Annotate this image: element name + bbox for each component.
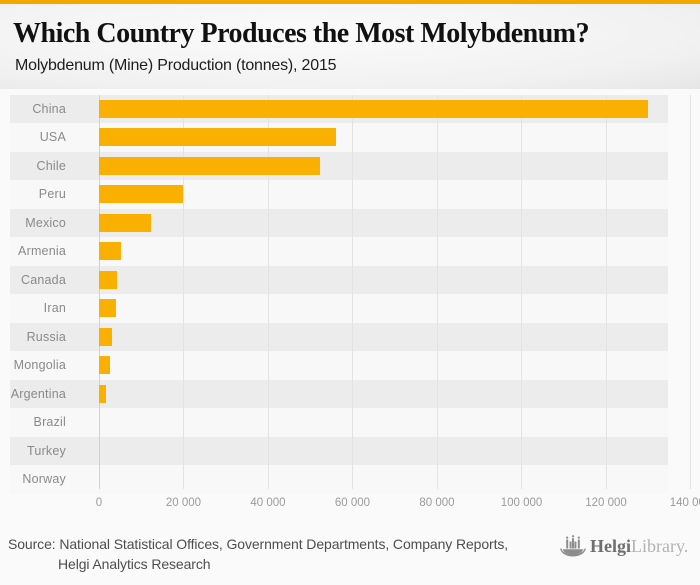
bar-russia [99,327,113,346]
bar-chart-area: China USA Chile Peru Mexico Armenia Canada Iran… [0,89,700,519]
category-label: Mexico [25,215,66,230]
bar-peru [99,185,184,204]
x-tick-label: 80 000 [419,497,455,509]
bar-mongolia [99,356,111,375]
gridline [183,94,184,489]
category-label: Chile [36,158,66,173]
chart-header: Which Country Produces the Most Molybden… [0,4,700,89]
x-tick-label: 60 000 [334,497,371,509]
brand-library: Library. [631,535,689,556]
bar-canada [99,270,117,289]
top-accent-bar [0,0,700,4]
bar-mexico [99,213,151,232]
category-label: Canada [21,272,66,287]
x-tick-label: 140 000 [669,497,700,509]
x-tick-label: 100 000 [500,497,543,509]
helgi-ship-icon [560,534,586,556]
source-note-line1: Source: National Statistical Offices, Go… [8,536,509,552]
bar-china [99,99,649,118]
x-tick-label: 0 [95,497,103,509]
category-label: Peru [38,187,66,202]
category-label: Argentina [10,386,66,401]
axis-zero-line [98,94,100,489]
x-tick-label: 120 000 [585,497,627,509]
gridline [521,94,522,489]
row-stripe [10,436,668,465]
bar-chile [99,156,320,175]
category-label: USA [39,130,66,145]
gridline [605,94,607,489]
category-label: Armenia [18,244,66,259]
category-label: Norway [22,472,66,487]
bar-usa [99,128,336,147]
category-label: Brazil [33,415,66,430]
row-stripe [10,465,668,494]
bar-iran [99,299,116,318]
category-label: China [32,101,66,116]
gridline [352,94,353,489]
gridline [267,94,269,489]
bar-armenia [99,242,121,261]
category-label: Iran [43,301,66,316]
chart-footer: Source: National Statistical Offices, Go… [0,525,700,585]
bar-argentina [99,384,107,403]
x-tick-label: 40 000 [250,497,286,509]
chart-title: Which Country Produces the Most Molybden… [13,18,590,49]
row-stripe [10,351,668,380]
brand-helgi: Helgi [590,535,631,556]
row-stripe [10,408,668,437]
category-label: Turkey [27,443,66,458]
chart-subtitle: Molybdenum (Mine) Production (tonnes), 2… [15,57,337,74]
gridline [690,94,691,489]
category-label: Mongolia [13,358,66,373]
x-tick-label: 20 000 [165,497,202,509]
helgi-library-logo: HelgiLibrary. [560,531,688,561]
row-stripe [10,322,668,351]
row-stripe [10,294,668,323]
row-stripe [10,379,668,408]
source-note-line2: Helgi Analytics Research [58,556,211,572]
gridline [436,94,438,489]
row-stripe [10,265,668,294]
category-label: Russia [26,329,66,344]
